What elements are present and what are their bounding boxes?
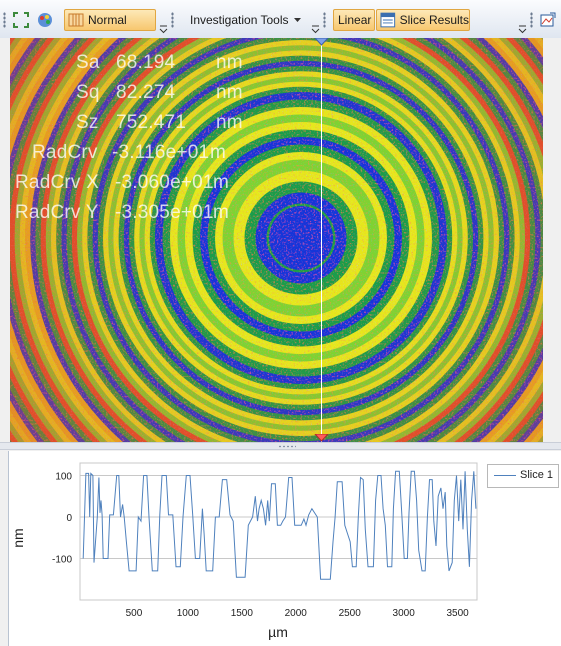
y-tick-labels: 100 0 -100 (52, 471, 72, 565)
slice-profile-chart: 100 0 -100 500 1000 1500 2000 2500 3000 3500 µm … (8, 451, 561, 646)
view-mode-label: Normal (88, 13, 127, 27)
x-tick-label: 3500 (446, 608, 469, 619)
stat-value: -3.305e+01 (115, 202, 214, 223)
stat-unit: m (213, 202, 230, 223)
stat-sz: Sz 752.471 nm (76, 112, 243, 134)
stat-value: -3.116e+01 (112, 142, 210, 163)
stat-unit: m (213, 172, 230, 193)
series-slice-1-line (82, 470, 477, 580)
stat-value: 68.194 (116, 52, 176, 73)
x-tick-label: 2500 (339, 608, 362, 619)
chart-svg: 1000-100 500 1000 1500 2000 2500 3000 3500 µm … (10, 462, 478, 640)
toolbar-overflow-1[interactable] (159, 24, 168, 34)
toolbar-grip[interactable] (171, 12, 174, 28)
x-tick-label: 1000 (177, 608, 200, 619)
legend-label-slice-1: Slice 1 (520, 469, 554, 481)
toolbar-overflow-2[interactable] (311, 24, 320, 34)
fit-to-window-button[interactable] (11, 9, 31, 31)
panel-border-right (543, 38, 561, 442)
splitter-grip-icon (278, 445, 296, 448)
stat-value: 82.274 (116, 82, 176, 103)
fit-window-icon (13, 12, 29, 28)
stat-name: RadCrv X (15, 172, 99, 193)
export-button[interactable] (538, 9, 560, 31)
x-tick-label: 2000 (285, 608, 308, 619)
export-image-icon (540, 12, 556, 27)
stat-name: Sa (76, 52, 100, 73)
palette-icon (38, 13, 52, 27)
linear-button[interactable]: Linear (333, 9, 375, 31)
dropdown-arrow-icon (293, 18, 301, 22)
legend-swatch-slice-1 (494, 475, 516, 476)
x-tick-labels: 500 1000 1500 2000 2500 3000 3500 (126, 608, 470, 619)
stat-unit: nm (216, 52, 243, 73)
stat-name: RadCrv Y (15, 202, 99, 223)
stat-sa: Sa 68.194 nm (76, 52, 243, 74)
stat-name: RadCrv (32, 142, 98, 163)
slice-end-marker-icon[interactable] (314, 434, 329, 442)
grid-view-icon (68, 13, 84, 27)
y-tick-label: 0 (66, 513, 72, 524)
linear-label: Linear (338, 13, 372, 27)
slice-results-label: Slice Results (399, 13, 469, 27)
stat-name: Sq (76, 82, 100, 103)
interference-fringe-image (10, 38, 543, 442)
stat-name: Sz (76, 112, 99, 133)
y-tick-label: -100 (52, 554, 72, 565)
surface-statistics-overlay: Sa 68.194 nm Sq 82.274 nm Sz 752.471 nm RadCrv… (10, 38, 340, 238)
stat-value: -3.060e+01 (115, 172, 214, 193)
y-axis-label: nm (10, 528, 26, 547)
toolbar-overflow-3[interactable] (518, 24, 527, 34)
investigation-tools-dropdown[interactable]: Investigation Tools (182, 9, 312, 31)
x-tick-label: 1500 (231, 608, 254, 619)
chevron-down-icon (518, 25, 527, 34)
panel-splitter[interactable] (0, 442, 561, 450)
toolbar-grip[interactable] (323, 12, 326, 28)
slice-results-icon (380, 12, 396, 28)
toolbar-grip[interactable] (3, 12, 6, 28)
slice-results-button[interactable]: Slice Results (376, 9, 470, 31)
slice-start-marker-icon[interactable] (314, 38, 329, 46)
toolbar: Normal Investigation Tools Linear Slice … (0, 0, 561, 39)
investigation-tools-label: Investigation Tools (190, 13, 289, 27)
stat-unit: nm (216, 112, 243, 133)
chevron-down-icon (311, 25, 320, 34)
x-axis-label: µm (268, 624, 288, 640)
stat-sq: Sq 82.274 nm (76, 82, 243, 104)
stat-radcrv-x: RadCrv X -3.060e+01m (15, 172, 229, 194)
color-palette-button[interactable] (35, 9, 57, 31)
stat-unit: nm (216, 82, 243, 103)
stat-radcrv-y: RadCrv Y -3.305e+01m (15, 202, 229, 224)
view-mode-button[interactable]: Normal (64, 9, 156, 31)
toolbar-grip[interactable] (530, 12, 533, 28)
slice-line[interactable] (321, 38, 322, 442)
x-tick-label: 3000 (393, 608, 416, 619)
x-tick-label: 500 (126, 608, 143, 619)
chevron-down-icon (159, 25, 168, 34)
surface-height-map[interactable]: Sa 68.194 nm Sq 82.274 nm Sz 752.471 nm RadCrv… (10, 38, 543, 442)
chart-legend: Slice 1 (487, 464, 559, 488)
stat-unit: m (210, 142, 227, 163)
stat-value: 752.471 (116, 112, 187, 133)
stat-radcrv: RadCrv -3.116e+01m (32, 142, 226, 164)
panel-border-left (0, 38, 10, 442)
y-tick-label: 100 (55, 471, 72, 482)
